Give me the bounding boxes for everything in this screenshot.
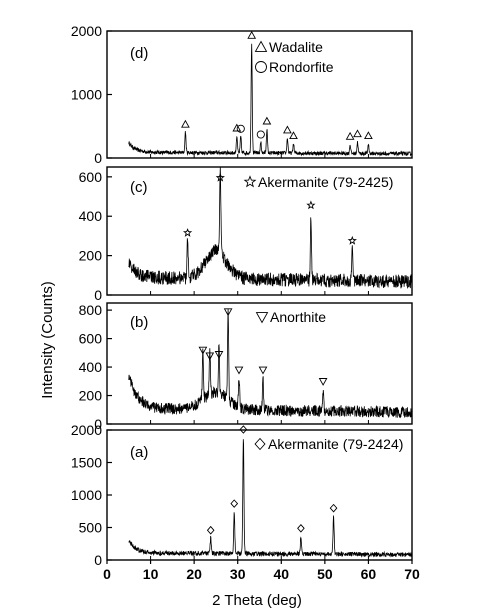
x-tick-label: 40 (273, 566, 289, 582)
peak-marker-star (306, 200, 316, 210)
peak-marker-triangle (364, 131, 373, 140)
peak-marker-diamond (297, 524, 305, 533)
panel-label: (a) (130, 444, 148, 461)
peak-marker-circle (256, 130, 265, 139)
peak-marker-star (182, 228, 193, 237)
legend-triangle-icon (254, 40, 268, 52)
panel-3: 0 500 1000 1500 2000 (a) Akermanite (79-2424) (71, 422, 413, 568)
legend-circle-icon (255, 61, 267, 73)
x-axis-label: 2 Theta (deg) (212, 592, 302, 609)
spectrum-line (128, 43, 413, 157)
peak-marker-star (215, 172, 225, 182)
spectrum-line (128, 166, 413, 289)
legend-down-triangle-icon (255, 312, 269, 324)
panel-label: (b) (130, 314, 148, 331)
peak-marker-diamond (206, 525, 215, 535)
y-tick-label: 0 (94, 150, 102, 166)
legend-label: Wadalite (269, 39, 323, 55)
y-tick-label: 400 (79, 359, 103, 375)
peak-marker-triangle (247, 30, 257, 39)
y-tick-label: 200 (79, 248, 103, 264)
y-tick-label: 1000 (71, 87, 102, 103)
peak-marker-down-triangle (214, 351, 224, 359)
y-tick-label: 0 (94, 416, 102, 432)
y-tick-label: 1000 (71, 487, 102, 503)
legend-label: Anorthite (270, 309, 326, 325)
legend-label: Akermanite (79-2425) (258, 174, 393, 190)
x-tick-label: 60 (361, 566, 377, 582)
legend-label: Rondorfite (269, 59, 334, 75)
x-tick-label: 0 (103, 566, 111, 582)
legend-star-icon (243, 175, 257, 188)
panel-1: 0 200 400 600 (c) Akermanite (79-2425) (79, 166, 413, 303)
y-tick-label: 1500 (71, 455, 102, 471)
peak-marker-down-triangle (205, 352, 215, 361)
panel-label: (d) (130, 45, 148, 62)
peak-marker-triangle (262, 116, 272, 125)
panel-label: (c) (130, 179, 148, 196)
x-tick-label: 30 (230, 566, 246, 582)
y-tick-label: 800 (79, 302, 103, 318)
peak-marker-down-triangle (234, 366, 244, 375)
x-axis: 0 10 20 30 40 50 60 70 (103, 560, 420, 582)
peak-marker-down-triangle (258, 366, 268, 375)
peak-marker-triangle (345, 131, 355, 140)
panel-2: 0 200 400 600 800 (b) Anorthite (79, 302, 413, 432)
y-axis-label: Intensity (Counts) (39, 281, 56, 399)
spectrum-line (128, 308, 413, 419)
y-tick-label: 600 (79, 331, 103, 347)
y-tick-label: 200 (79, 388, 103, 404)
peak-marker-down-triangle (318, 378, 328, 386)
peak-marker-down-triangle (198, 346, 208, 355)
peak-marker-triangle (232, 123, 242, 132)
y-tick-label: 2000 (71, 23, 102, 39)
peak-marker-diamond (230, 499, 239, 508)
x-tick-label: 20 (186, 566, 202, 582)
y-tick-label: 0 (94, 552, 102, 568)
legend-diamond-icon (254, 437, 266, 451)
spectrum-line (128, 439, 413, 558)
x-tick-label: 70 (404, 566, 420, 582)
y-tick-label: 0 (94, 287, 102, 303)
peak-marker-circle (236, 124, 245, 133)
peak-marker-diamond (239, 425, 248, 434)
peak-marker-triangle (289, 131, 298, 140)
peak-marker-triangle (283, 125, 292, 134)
y-tick-label: 600 (79, 169, 103, 185)
panel-frame (106, 302, 413, 425)
peak-marker-triangle (181, 119, 190, 128)
peak-marker-triangle (353, 129, 362, 138)
legend-label: Akermanite (79-2424) (268, 436, 403, 452)
x-tick-label: 10 (143, 566, 159, 582)
peak-marker-diamond (329, 503, 338, 513)
panel-0: 0 1000 2000 (d) Wadalite Rondorfite (71, 23, 413, 166)
peak-marker-star (347, 235, 357, 245)
panel-frame (106, 166, 413, 296)
peak-marker-down-triangle (223, 308, 233, 317)
y-tick-label: 400 (79, 208, 103, 224)
y-tick-label: 500 (79, 520, 103, 536)
x-tick-label: 50 (317, 566, 333, 582)
y-tick-label: 2000 (71, 422, 102, 438)
